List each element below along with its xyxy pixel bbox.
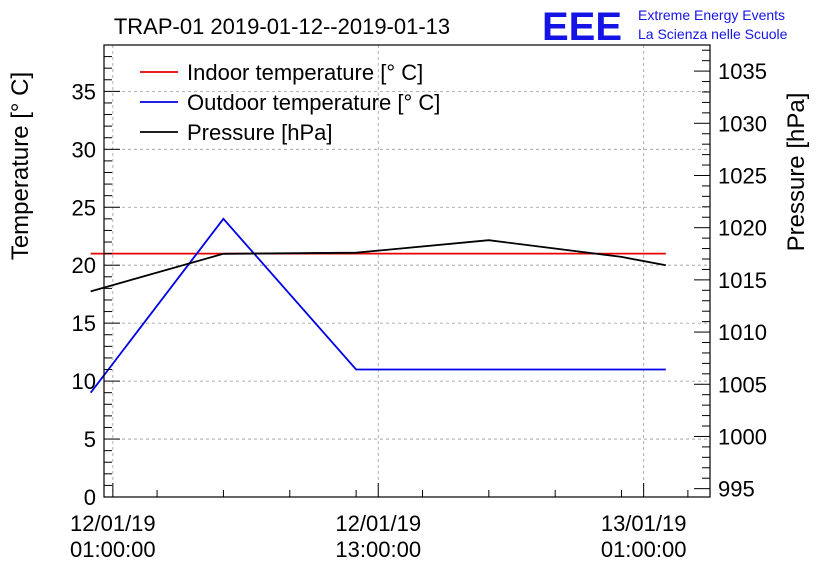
plot-frame (103, 44, 711, 498)
grid-lines (104, 45, 710, 497)
y-tick-label: 0 (84, 485, 96, 510)
y-tick-label: 10 (72, 369, 96, 394)
y-tick-label: 5 (84, 427, 96, 452)
y-tick-label: 35 (72, 79, 96, 104)
y2-tick-label: 1015 (718, 268, 767, 293)
x-tick-label-time: 13:00:00 (335, 537, 421, 562)
y-axis-title: Temperature [° C] (7, 72, 34, 260)
x-tick-label-date: 13/01/19 (601, 511, 687, 536)
y-tick-label: 20 (72, 253, 96, 278)
y2-tick-label: 1025 (718, 163, 767, 188)
legend: Indoor temperature [° C] Outdoor temperat… (140, 60, 440, 145)
y-tick-label: 25 (72, 195, 96, 220)
chart-title: TRAP-01 2019-01-12--2019-01-13 (114, 14, 450, 39)
y-tick-label: 30 (72, 137, 96, 162)
y2-axis-title: Pressure [hPa] (783, 93, 810, 252)
series-layer (89, 217, 666, 394)
series-line-3 (90, 239, 666, 293)
y2-tick-label: 1005 (718, 372, 767, 397)
x-tick-label-time: 01:00:00 (601, 537, 687, 562)
y2-tick-label: 1020 (718, 216, 767, 241)
y2-tick-label: 1000 (718, 424, 767, 449)
legend-label: Indoor temperature [° C] (187, 60, 423, 85)
y2-tick-label: 1035 (718, 59, 767, 84)
y-tick-label: 15 (72, 311, 96, 336)
x-tick-label-date: 12/01/19 (70, 511, 156, 536)
x-tick-label-date: 12/01/19 (335, 511, 421, 536)
x-tick-label-time: 01:00:00 (70, 537, 156, 562)
axes: 0510152025303599510001005101010151020102… (70, 44, 767, 562)
logo-mark: EEE (542, 5, 622, 49)
logo-line-2: La Scienza nelle Scuole (638, 26, 788, 42)
legend-label: Pressure [hPa] (187, 120, 333, 145)
eee-logo: EEE Extreme Energy Events La Scienza nel… (542, 5, 788, 49)
y2-tick-label: 995 (718, 477, 755, 502)
logo-line-1: Extreme Energy Events (638, 7, 785, 23)
legend-label: Outdoor temperature [° C] (187, 90, 440, 115)
series-line-2 (89, 217, 666, 394)
y2-tick-label: 1030 (718, 111, 767, 136)
y2-tick-label: 1010 (718, 320, 767, 345)
